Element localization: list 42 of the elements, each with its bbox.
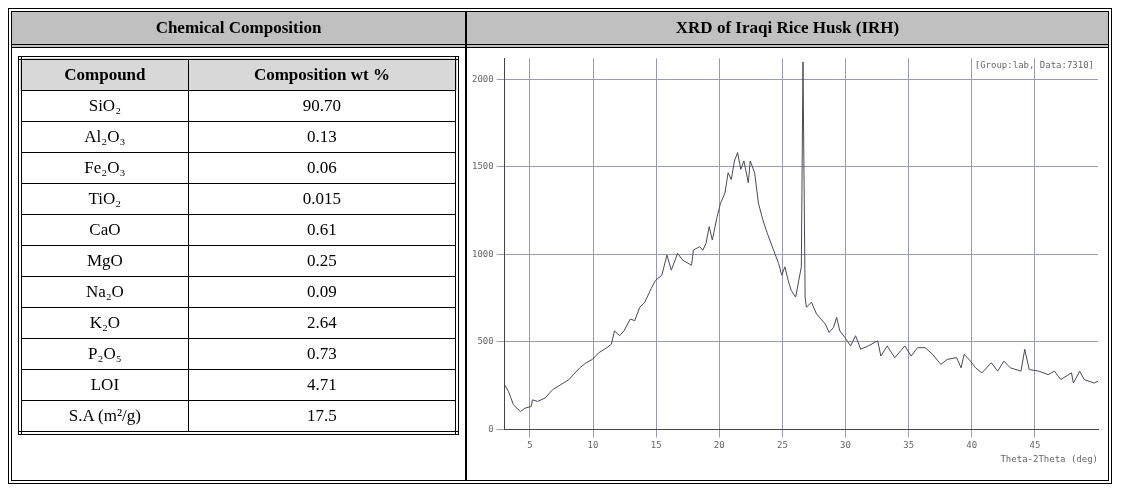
category-label: LOI <box>20 369 189 401</box>
data-label: 0.09 <box>188 276 457 308</box>
x-tick-label: 45 <box>1029 440 1041 451</box>
data-label: 90.70 <box>188 90 457 122</box>
category-label: MgO <box>20 245 189 277</box>
y-tick-label: 0 <box>488 423 494 434</box>
x-tick-label: 40 <box>966 440 978 451</box>
x-axis-title: Theta-2Theta (deg) <box>1000 453 1098 464</box>
x-tick-label: 25 <box>776 440 788 451</box>
y-tick-label: 500 <box>477 336 494 347</box>
x-tick-label: 20 <box>713 440 725 451</box>
data-label: 0.13 <box>188 121 457 153</box>
annotation: [Group:lab, Data:7310] <box>974 60 1094 71</box>
x-tick-label: 5 <box>527 440 533 451</box>
data-label: 4.71 <box>188 369 457 401</box>
y-tick-label: 2000 <box>471 73 494 84</box>
category-label: S.A (m²/g) <box>20 400 189 433</box>
category-label: K₂O <box>20 307 189 339</box>
text: Compound <box>20 58 189 91</box>
data-label: 0.25 <box>188 245 457 277</box>
text: Chemical Composition <box>12 12 465 48</box>
data-label: 0.73 <box>188 338 457 370</box>
x-tick-label: 35 <box>903 440 915 451</box>
chart-title: XRD of Iraqi Rice Husk (IRH) <box>467 12 1108 48</box>
x-tick-label: 15 <box>650 440 662 451</box>
category-label: TiO₂ <box>20 183 189 215</box>
data-label: 0.06 <box>188 152 457 184</box>
category-label: Fe₂O₃ <box>20 152 189 184</box>
category-label: SiO₂ <box>20 90 189 122</box>
category-label: CaO <box>20 214 189 246</box>
category-label: Al₂O₃ <box>20 121 189 153</box>
data-label: 0.015 <box>188 183 457 215</box>
data-label: 2.64 <box>188 307 457 339</box>
text: Composition wt % <box>188 58 457 91</box>
y-tick-label: 1500 <box>471 161 494 172</box>
x-tick-label: 30 <box>840 440 851 451</box>
category-label: Na₂O <box>20 276 189 308</box>
y-tick-label: 1000 <box>471 248 494 259</box>
data-label: 17.5 <box>188 400 457 433</box>
category-label: P₂O₅ <box>20 338 189 370</box>
data-label: 0.61 <box>188 214 457 246</box>
x-tick-label: 10 <box>587 440 599 451</box>
